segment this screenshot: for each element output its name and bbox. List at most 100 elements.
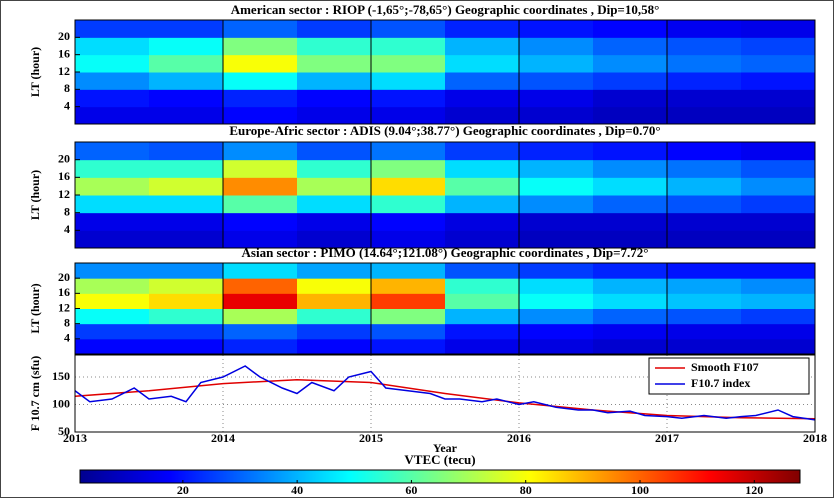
heat-cell	[297, 308, 372, 325]
heat-cell	[741, 308, 816, 325]
heat-cell	[519, 177, 594, 196]
heat-cell	[519, 263, 594, 279]
heat-cell	[149, 212, 224, 231]
heat-cell	[667, 37, 742, 56]
heat-cell	[445, 72, 520, 90]
heat-cell	[519, 54, 594, 73]
heat-cell	[149, 230, 224, 249]
heat-cell	[667, 54, 742, 73]
heat-cell	[371, 293, 446, 309]
heat-cell	[593, 230, 668, 249]
heat-cell	[741, 278, 816, 294]
heat-cell	[667, 230, 742, 249]
heat-cell	[741, 338, 816, 355]
heat-cell	[223, 20, 298, 38]
heat-cell	[371, 72, 446, 90]
heat-cell	[223, 106, 298, 125]
y-tick-label: 12	[58, 300, 70, 314]
heat-cell	[371, 263, 446, 279]
heat-cell	[519, 230, 594, 249]
heat-cell	[741, 195, 816, 214]
heat-cell	[445, 308, 520, 325]
heat-cell	[667, 72, 742, 90]
panel-frame	[74, 262, 816, 355]
heat-cell	[667, 293, 742, 309]
heat-cell	[445, 89, 520, 108]
heat-cell	[593, 106, 668, 125]
heat-cell	[445, 338, 520, 355]
heat-cell	[593, 308, 668, 325]
colorbar-tick-label: 60	[405, 483, 417, 497]
heat-cell	[297, 263, 372, 279]
heat-cell	[371, 20, 446, 38]
heat-cell	[445, 293, 520, 309]
x-tick-label: 2017	[655, 431, 679, 445]
heat-cell	[667, 195, 742, 214]
heat-cell	[667, 20, 742, 38]
heat-cell	[223, 212, 298, 231]
heat-cell	[445, 106, 520, 125]
heat-cell	[445, 212, 520, 231]
heat-cell	[741, 293, 816, 309]
heat-cell	[371, 106, 446, 125]
y-tick-label: 4	[64, 222, 70, 236]
panel-title: American sector : RIOP (-1,65°;-78,65°) …	[231, 2, 660, 17]
heat-cell	[223, 323, 298, 340]
heat-cell	[75, 72, 150, 90]
heat-cell	[149, 293, 224, 309]
heat-cell	[223, 142, 298, 161]
heat-cell	[667, 89, 742, 108]
heat-cell	[667, 212, 742, 231]
heat-cell	[667, 338, 742, 355]
y-tick-label: 20	[58, 270, 70, 284]
heat-cell	[593, 54, 668, 73]
heat-cell	[149, 278, 224, 294]
heat-cell	[297, 106, 372, 125]
heat-cell	[593, 293, 668, 309]
panel-frame	[74, 354, 816, 433]
heat-cell	[519, 142, 594, 161]
heat-cell	[371, 89, 446, 108]
heat-cell	[445, 54, 520, 73]
heat-cell	[741, 323, 816, 340]
heat-cell	[593, 278, 668, 294]
x-tick-label: 2018	[803, 431, 827, 445]
heat-cell	[223, 37, 298, 56]
heat-cell	[593, 159, 668, 178]
panel-frame	[74, 141, 816, 249]
heat-cell	[371, 323, 446, 340]
y-label: LT (hour)	[28, 47, 42, 97]
heat-cell	[593, 177, 668, 196]
heat-cell	[667, 323, 742, 340]
heat-cell	[297, 212, 372, 231]
heat-cell	[741, 212, 816, 231]
heat-cell	[445, 230, 520, 249]
heat-cell	[371, 338, 446, 355]
heat-cell	[445, 142, 520, 161]
heat-cell	[149, 195, 224, 214]
heat-cell	[519, 20, 594, 38]
heat-cell	[297, 89, 372, 108]
heat-cell	[593, 72, 668, 90]
heat-cell	[297, 20, 372, 38]
heat-cell	[223, 159, 298, 178]
heat-cell	[223, 54, 298, 73]
heat-cell	[667, 177, 742, 196]
series-line	[74, 365, 816, 421]
heat-cell	[593, 263, 668, 279]
heat-cell	[741, 106, 816, 125]
heat-cell	[371, 54, 446, 73]
heat-cell	[593, 142, 668, 161]
heat-cell	[371, 142, 446, 161]
heat-cell	[371, 159, 446, 178]
heat-cell	[593, 20, 668, 38]
heat-cell	[223, 308, 298, 325]
heat-cell	[75, 142, 150, 161]
y-tick-label: 16	[58, 46, 70, 60]
heat-cell	[297, 323, 372, 340]
heat-cell	[741, 142, 816, 161]
heat-cell	[223, 195, 298, 214]
heat-cell	[519, 308, 594, 325]
heat-cell	[75, 293, 150, 309]
heat-cell	[371, 308, 446, 325]
